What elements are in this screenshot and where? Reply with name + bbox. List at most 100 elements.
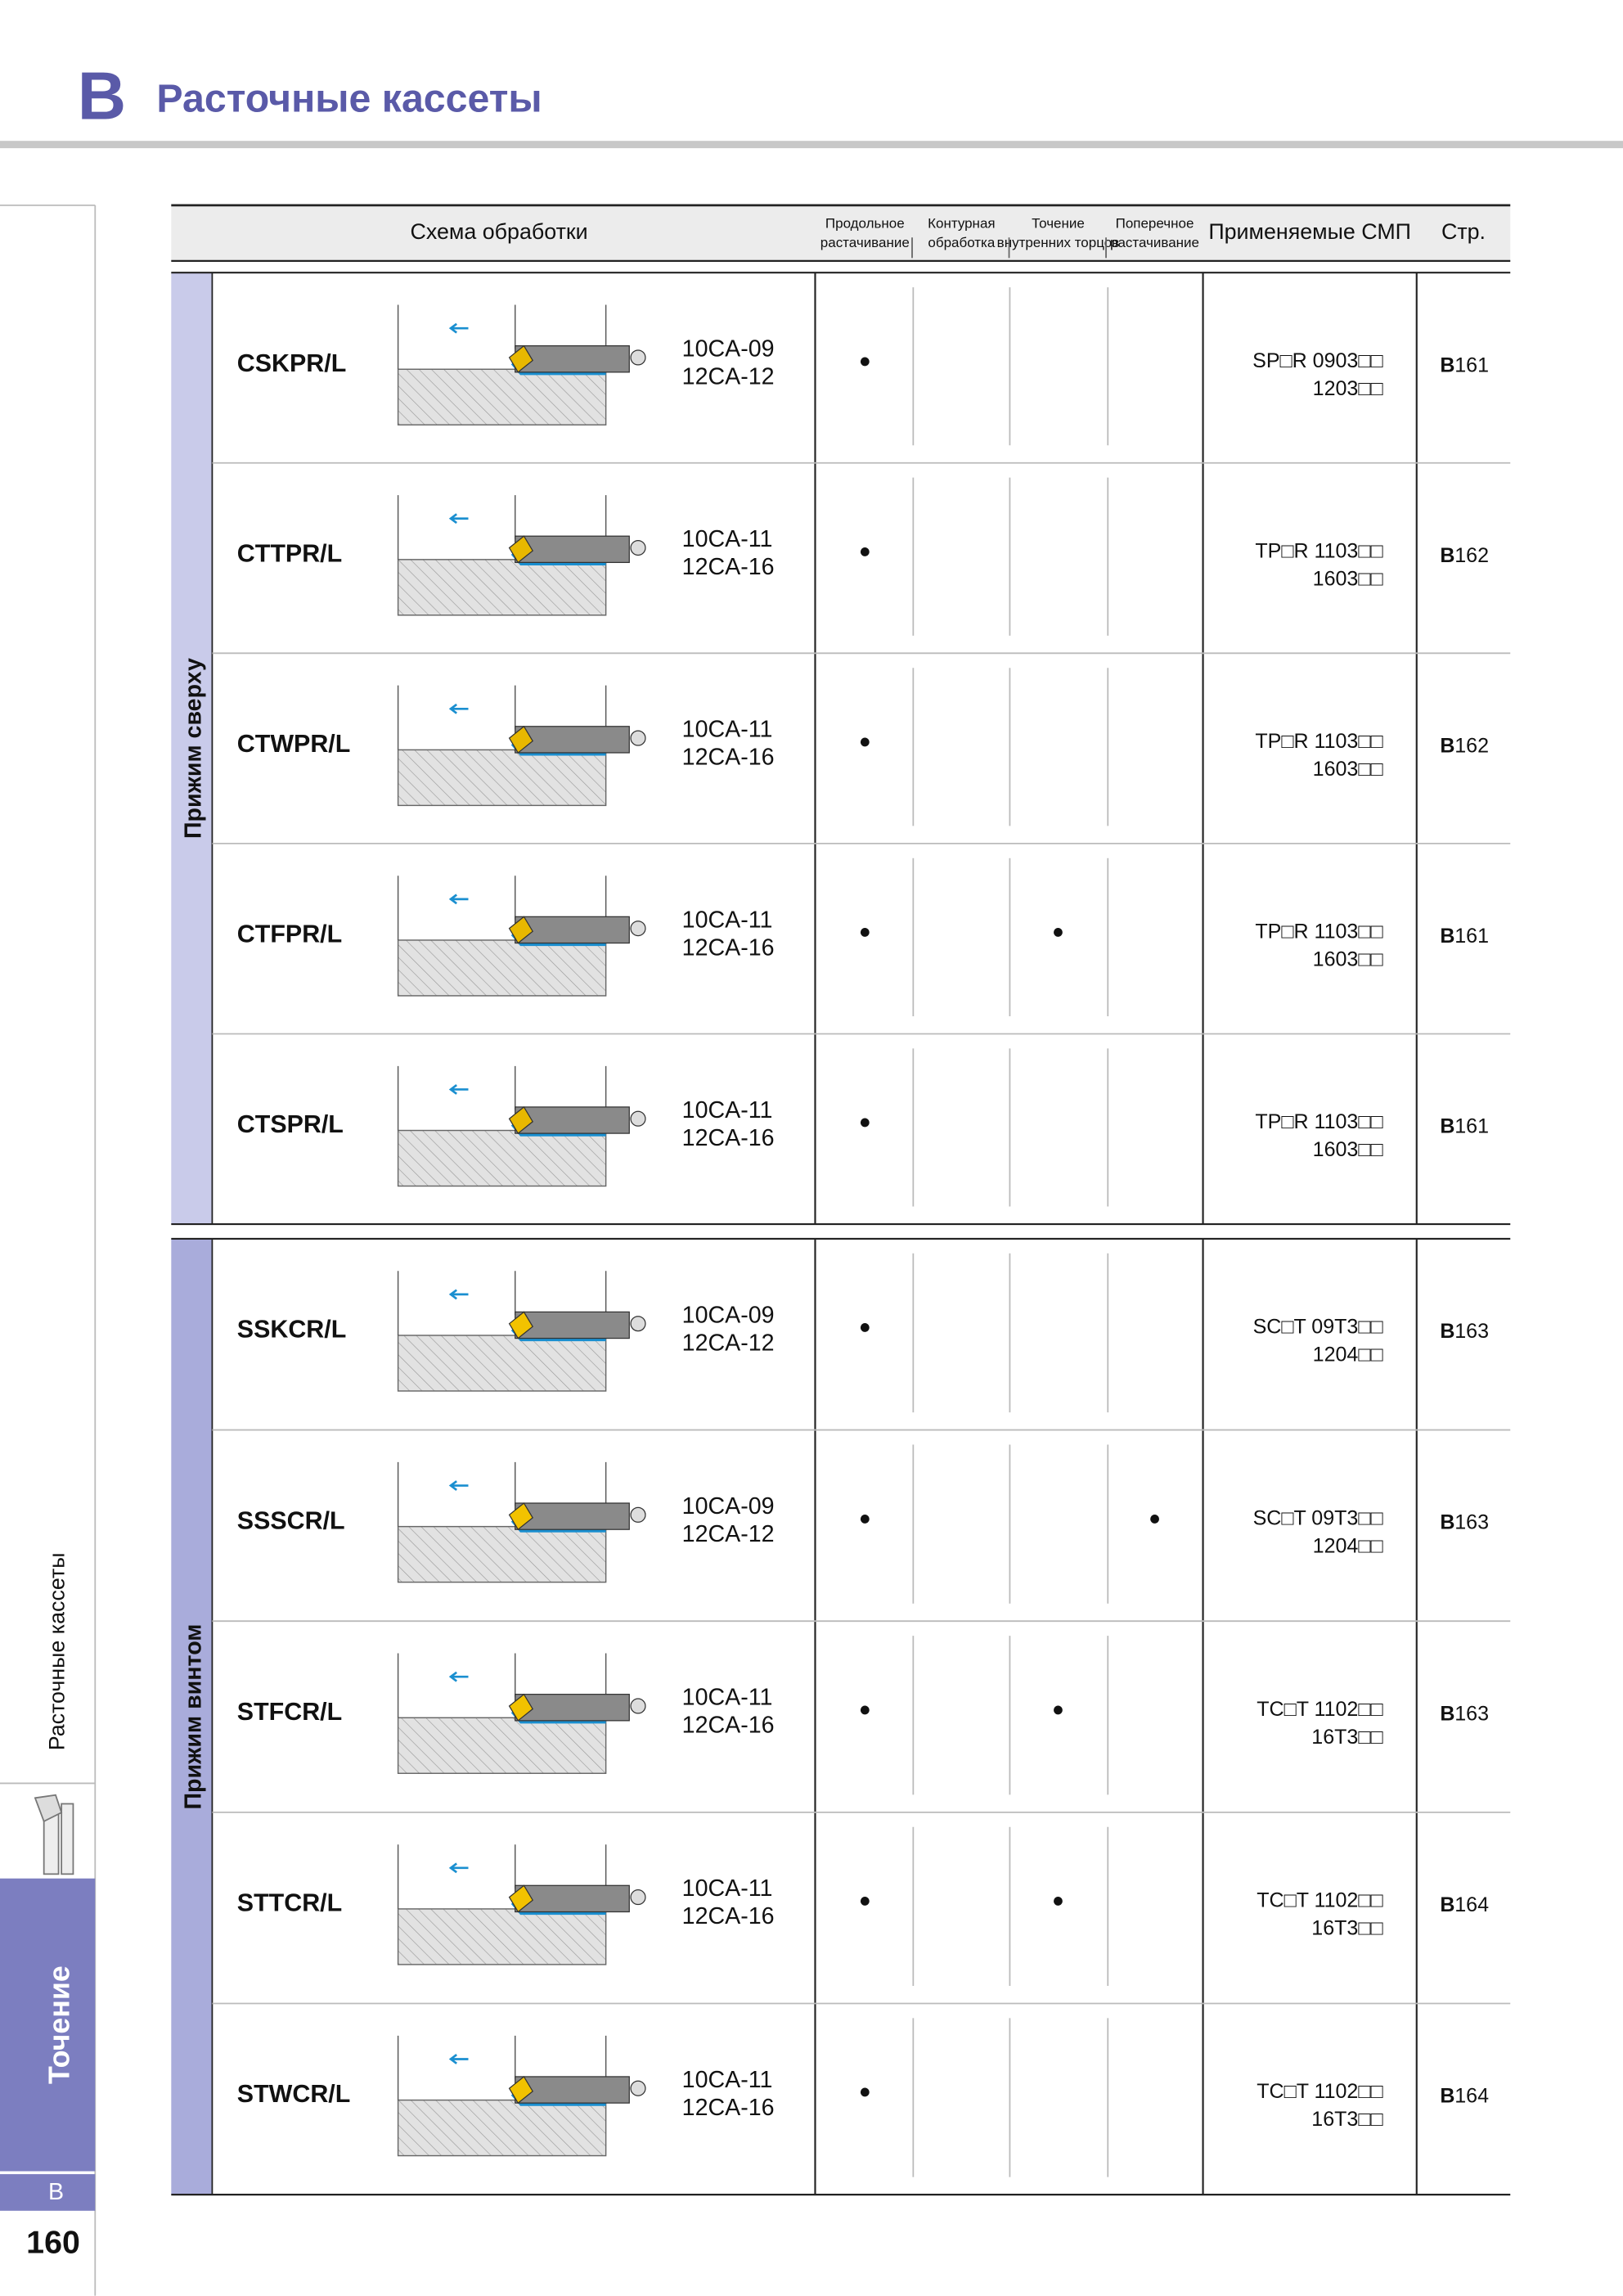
feed-arrow	[448, 703, 469, 714]
header-cell: Схема обработки	[411, 219, 588, 244]
feed-arrow	[448, 322, 469, 334]
tool-screw	[630, 1889, 646, 1906]
table: Схема обработки Продольное растачивание Кон…	[171, 204, 1511, 2196]
cassette: 10CA-11	[682, 1685, 773, 1711]
sidebar-icon	[34, 1794, 74, 1875]
page-ref-number: 161	[1454, 353, 1489, 376]
page-ref-letter: B	[1440, 1320, 1454, 1343]
page-ref-number: 164	[1454, 1893, 1489, 1916]
header-cell: Продольное	[825, 216, 905, 232]
cassette: 12CA-16	[682, 1903, 775, 1929]
group-band	[171, 272, 213, 1225]
insert-code: SC□T 09T3□□	[1253, 1316, 1384, 1339]
cassette: 10CA-11	[682, 526, 773, 552]
workpiece	[397, 1908, 607, 1965]
insert-code: TP□R 1103□□	[1255, 1110, 1383, 1133]
page-ref-letter: B	[1440, 1511, 1454, 1534]
feed-arrow	[448, 1671, 469, 1682]
insert-code: TP□R 1103□□	[1255, 921, 1383, 943]
insert-code: TP□R 1103□□	[1255, 730, 1383, 753]
feed-arrow	[448, 1480, 469, 1491]
workpiece	[397, 2099, 607, 2157]
insert-code: TC□T 1102□□	[1257, 1698, 1383, 1721]
cassette: 12CA-12	[682, 364, 775, 390]
header-cell: Применяемые СМП	[1208, 219, 1411, 244]
page-ref-letter: B	[1440, 1702, 1454, 1725]
tool-body	[515, 916, 630, 944]
header-cell: растачивание	[820, 235, 910, 250]
cassette: 10CA-09	[682, 336, 775, 362]
application-mark: ●	[1052, 1698, 1064, 1721]
workpiece	[397, 368, 607, 425]
header-cell: обработка	[928, 235, 995, 250]
header-rule	[0, 141, 1623, 149]
insert-code: 1603□□	[1313, 567, 1384, 590]
sidebar-tab	[0, 1878, 96, 2172]
tool-body	[515, 2076, 630, 2104]
page-ref-letter: B	[1440, 925, 1454, 948]
insert	[508, 2076, 534, 2105]
application-mark: ●	[859, 1698, 871, 1721]
cassette: 10CA-11	[682, 907, 773, 933]
page-ref-number: 164	[1454, 2085, 1489, 2108]
machining-schematic	[397, 1271, 646, 1392]
machining-schematic	[397, 495, 646, 616]
group-label: Прижим сверху	[180, 658, 206, 839]
insert-code: 16T3□□	[1311, 1726, 1383, 1749]
machining-schematic	[397, 2035, 646, 2157]
tool-screw	[630, 921, 646, 937]
cassette: 12CA-16	[682, 934, 775, 961]
insert-code: 1204□□	[1313, 1344, 1384, 1366]
feed-arrow	[448, 1862, 469, 1874]
tool-code: CSKPR/L	[237, 349, 346, 377]
insert-code: TP□R 1103□□	[1255, 539, 1383, 562]
sidebar-tab-label: Точение	[43, 1965, 76, 2084]
page-ref-number: 162	[1454, 734, 1489, 757]
sidebar-letter-box	[0, 2174, 96, 2211]
tool-body	[515, 1884, 630, 1913]
tool-code: CTWPR/L	[237, 730, 350, 758]
insert-code: 1203□□	[1313, 377, 1384, 400]
tool-body	[515, 726, 630, 754]
tool-body	[515, 1694, 630, 1722]
application-mark: ●	[1052, 1889, 1064, 1912]
tool-screw	[630, 730, 646, 746]
page-ref-letter: B	[1440, 544, 1454, 567]
machining-schematic	[397, 1461, 646, 1583]
machining-schematic	[397, 1653, 646, 1774]
page-ref-number: 163	[1454, 1320, 1489, 1343]
application-mark: ●	[859, 2080, 871, 2103]
machining-schematic	[397, 685, 646, 807]
header-title: Расточные кассеты	[156, 77, 542, 121]
cassette: 10CA-11	[682, 2067, 773, 2093]
page-ref-letter: B	[1440, 1115, 1454, 1138]
tool-body	[515, 1502, 630, 1530]
insert-code: 1603□□	[1313, 1138, 1384, 1161]
cassette: 12CA-16	[682, 1125, 775, 1151]
cassette: 12CA-16	[682, 745, 775, 771]
application-mark: ●	[859, 349, 871, 372]
application-mark: ●	[859, 1889, 871, 1912]
feed-arrow	[448, 1289, 469, 1300]
insert	[508, 725, 534, 754]
page-ref-letter: B	[1440, 1893, 1454, 1916]
machining-schematic	[397, 304, 646, 425]
sidebar-section: Расточные кассеты	[45, 1553, 70, 1751]
workpiece	[397, 1335, 607, 1392]
insert	[508, 535, 534, 564]
application-mark: ●	[859, 921, 871, 943]
tool-screw	[630, 1316, 646, 1332]
insert	[508, 1884, 534, 1913]
page-number: 160	[26, 2224, 80, 2260]
workpiece	[397, 1525, 607, 1583]
page-ref-letter: B	[1440, 2085, 1454, 2108]
cassette: 10CA-11	[682, 1875, 773, 1902]
workpiece	[397, 559, 607, 616]
tool-screw	[630, 1110, 646, 1127]
insert	[508, 1502, 534, 1531]
header-letter: B	[78, 60, 126, 134]
application-mark: ●	[859, 1110, 871, 1133]
insert	[508, 1105, 534, 1135]
tool-screw	[630, 2080, 646, 2096]
feed-arrow	[448, 1083, 469, 1095]
